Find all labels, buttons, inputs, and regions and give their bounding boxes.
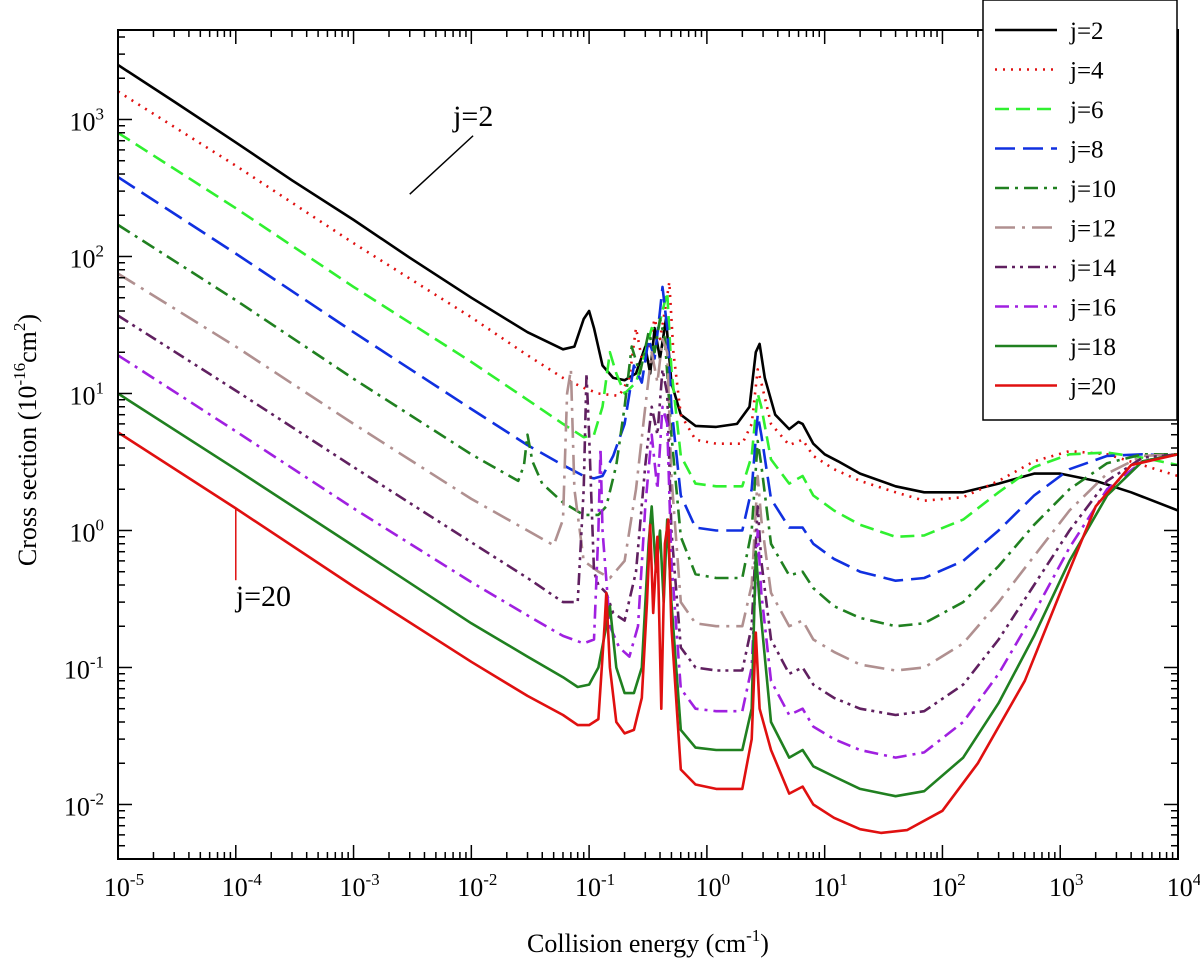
- series-line-j-14: [118, 314, 1178, 717]
- series-line-j-4: [118, 90, 1178, 502]
- annotation-leader-j-2: [409, 135, 474, 195]
- legend-label-j-12: j=12: [1069, 216, 1116, 243]
- legend-label-j-8: j=8: [1069, 137, 1104, 164]
- legend-label-j-16: j=16: [1069, 295, 1116, 322]
- annotation-label-j-2: j=2: [452, 100, 493, 133]
- tick-labels: 10-5 10-4 10-3 10-2 10-1 100 101 102 103 104 10-2 1…: [64, 104, 1200, 902]
- legend-label-j-18: j=18: [1069, 334, 1116, 361]
- y-tick-label: 10-1: [64, 652, 104, 684]
- x-axis-title: Collision energy (cm-1): [527, 926, 769, 958]
- legend-box: [982, 0, 1178, 421]
- x-tick-label: 100: [696, 870, 731, 902]
- y-tick-label: 100: [70, 515, 105, 547]
- series-line-j-18: [118, 392, 1178, 798]
- curve-annotations: j=2 j=20: [235, 100, 494, 613]
- legend: j=2 j=4 j=6 j=8 j=10 j=12 j=14 j=16 j=18 j=20: [982, 0, 1178, 421]
- x-tick-label: 103: [1049, 870, 1084, 902]
- legend-label-j-10: j=10: [1069, 176, 1116, 203]
- series-line-j-10: [118, 223, 1178, 628]
- legend-label-j-20: j=20: [1069, 374, 1116, 401]
- y-tick-label: 10-2: [64, 789, 104, 821]
- x-tick-label: 102: [931, 870, 966, 902]
- series-curves: [118, 63, 1178, 835]
- x-tick-label: 10-2: [457, 870, 497, 902]
- y-tick-label: 103: [70, 104, 105, 136]
- legend-label-j-6: j=6: [1069, 97, 1104, 124]
- series-line-j-2: [118, 63, 1178, 512]
- x-tick-label: 10-4: [222, 870, 263, 902]
- y-axis-title: Cross section (10-16cm2): [10, 314, 42, 566]
- x-tick-label: 10-3: [339, 870, 379, 902]
- plot-frame: [117, 29, 1179, 860]
- y-tick-label: 101: [70, 378, 105, 410]
- x-tick-label: 10-5: [104, 870, 144, 902]
- x-tick-label: 104: [1167, 870, 1200, 902]
- series-line-j-20: [118, 431, 1178, 835]
- y-tick-label: 102: [70, 241, 105, 273]
- series-line-j-16: [118, 354, 1178, 759]
- legend-label-j-4: j=4: [1069, 58, 1104, 85]
- x-tick-label: 10-1: [575, 870, 615, 902]
- annotation-label-j-20: j=20: [235, 580, 291, 613]
- series-line-j-12: [118, 272, 1178, 672]
- legend-label-j-14: j=14: [1069, 255, 1117, 282]
- series-line-j-6: [118, 131, 1178, 539]
- legend-label-j-2: j=2: [1069, 18, 1104, 45]
- x-tick-label: 101: [813, 870, 848, 902]
